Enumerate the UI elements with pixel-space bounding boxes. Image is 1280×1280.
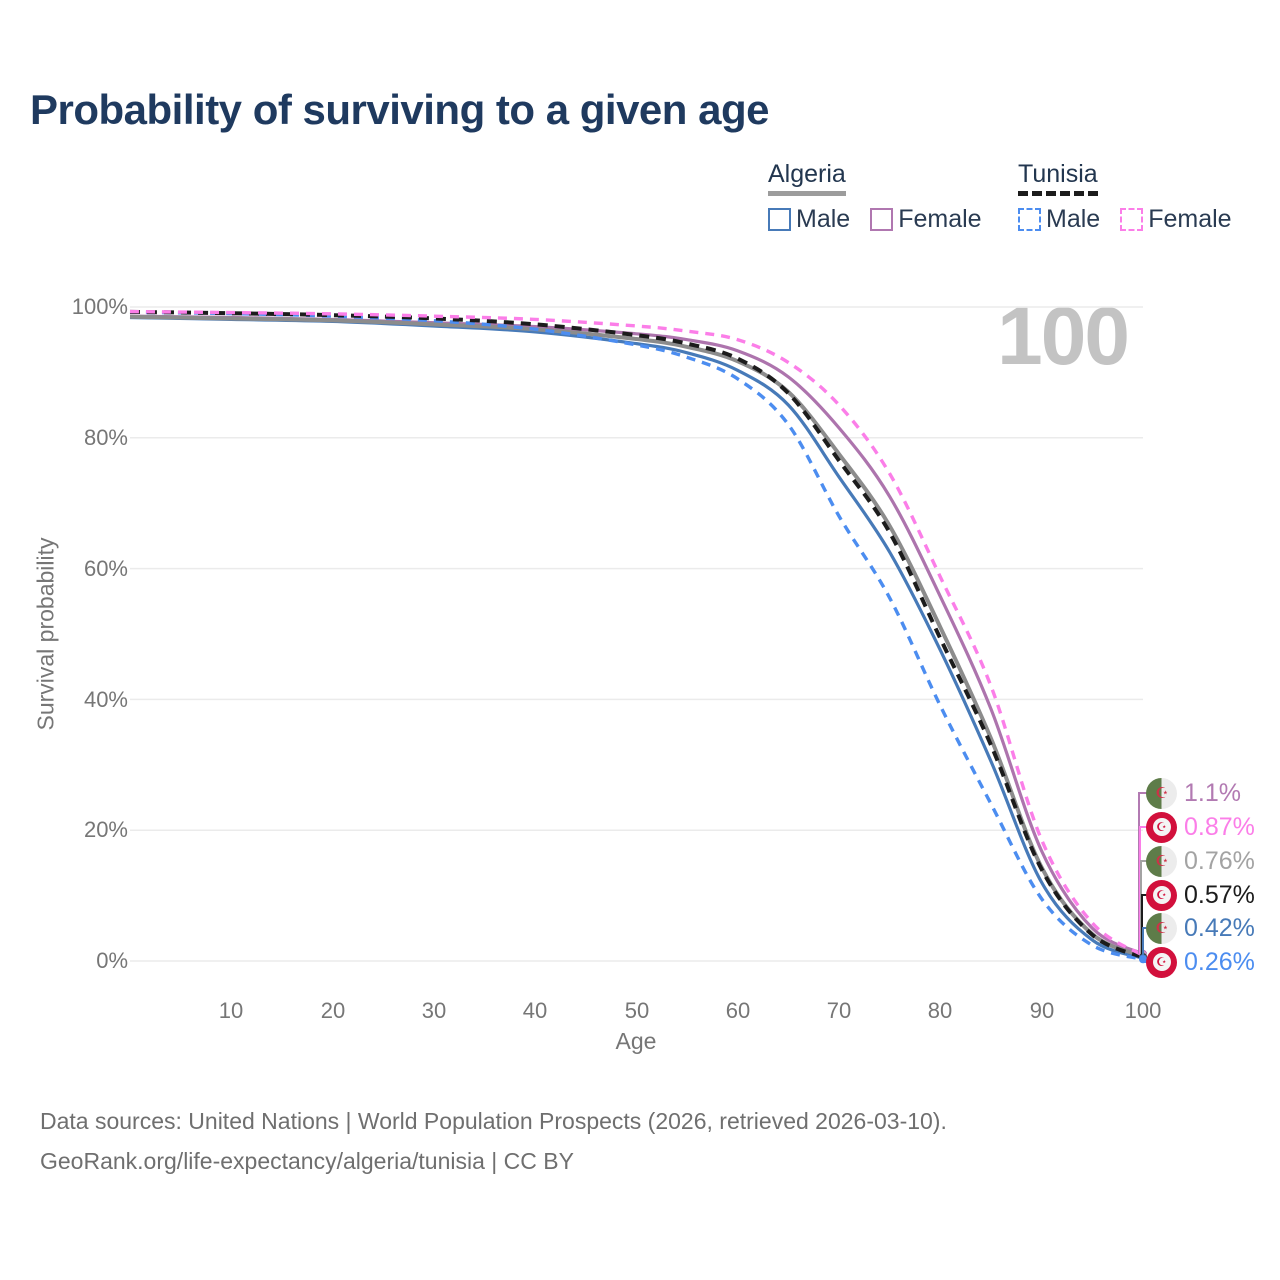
legend-header-algeria[interactable]: Algeria xyxy=(768,160,846,196)
legend-item-tunisia-male[interactable]: Male xyxy=(1018,205,1100,234)
legend-item-algeria-male[interactable]: Male xyxy=(768,205,850,234)
tunisia-flag-icon: ☪ xyxy=(1146,879,1177,911)
end-label-row-algeria-female: ☪ 1.1% xyxy=(1146,777,1241,809)
series-line-algeria-both-sexes[interactable] xyxy=(129,314,1144,958)
hovered-age-watermark: 100 xyxy=(997,291,1130,382)
x-tick-100: 100 xyxy=(1124,998,1162,1023)
end-label-value: 0.87% xyxy=(1184,813,1255,841)
y-tick-0: 0% xyxy=(96,948,128,973)
end-label-value: 1.1% xyxy=(1184,779,1241,807)
end-label-row-tunisia-female: ☪ 0.87% xyxy=(1146,811,1255,843)
legend-header-tunisia[interactable]: Tunisia xyxy=(1018,160,1098,196)
end-label-connector-algeria-4 xyxy=(1142,927,1147,959)
crescent-star-icon: ☪ xyxy=(1155,784,1169,802)
end-label-row-tunisia-male: ☪ 0.26% xyxy=(1146,946,1255,978)
crescent-star-icon: ☪ xyxy=(1155,852,1169,870)
page-title: Probability of surviving to a given age xyxy=(30,86,769,133)
end-label-row-tunisia-both: ☪ 0.57% xyxy=(1146,879,1255,911)
crescent-star-icon: ☪ xyxy=(1155,919,1169,937)
legend-item-label: Female xyxy=(898,204,982,233)
end-label-value: 0.57% xyxy=(1184,881,1255,909)
series-line-tunisia-both-sexes[interactable] xyxy=(129,309,1144,960)
y-tick-40: 40% xyxy=(83,687,128,712)
algeria-male-swatch-icon xyxy=(768,207,791,231)
y-tick-80: 80% xyxy=(83,425,128,450)
x-tick-90: 90 xyxy=(1029,998,1055,1023)
data-sources-note: Data sources: United Nations | World Pop… xyxy=(40,1108,947,1134)
series-line-tunisia-male[interactable] xyxy=(129,310,1144,961)
series-line-algeria-female[interactable] xyxy=(129,314,1144,956)
crescent-star-icon: ☪ xyxy=(1156,888,1167,902)
x-tick-10: 10 xyxy=(218,998,244,1023)
crescent-star-icon: ☪ xyxy=(1156,955,1167,969)
series-line-algeria-male[interactable] xyxy=(129,315,1144,960)
end-label-row-algeria-male: ☪ 0.42% xyxy=(1146,912,1255,944)
x-axis-title: Age xyxy=(615,1028,657,1054)
y-tick-60: 60% xyxy=(83,556,128,581)
legend-item-algeria-female[interactable]: Female xyxy=(870,204,982,234)
y-tick-100: 100% xyxy=(71,294,128,319)
tunisia-flag-icon: ☪ xyxy=(1146,946,1177,978)
x-tick-20: 20 xyxy=(320,998,346,1023)
x-tick-30: 30 xyxy=(421,998,447,1023)
algeria-female-swatch-icon xyxy=(870,207,894,231)
crescent-star-icon: ☪ xyxy=(1156,820,1167,834)
legend-item-label: Male xyxy=(1046,204,1101,233)
end-label-value: 0.42% xyxy=(1184,914,1255,942)
legend-item-tunisia-female[interactable]: Female xyxy=(1120,204,1232,234)
tunisia-female-swatch-icon xyxy=(1120,207,1144,231)
x-tick-40: 40 xyxy=(522,998,548,1023)
legend-item-label: Female xyxy=(1148,204,1232,233)
series-line-tunisia-female[interactable] xyxy=(129,309,1144,957)
algeria-flag-icon: ☪ xyxy=(1146,912,1177,944)
end-label-value: 0.76% xyxy=(1184,847,1255,875)
algeria-flag-icon: ☪ xyxy=(1146,845,1177,877)
legend-item-label: Male xyxy=(796,204,851,233)
y-tick-20: 20% xyxy=(83,817,128,842)
x-tick-70: 70 xyxy=(826,998,852,1023)
end-label-value: 0.26% xyxy=(1184,948,1255,976)
x-tick-80: 80 xyxy=(927,998,953,1023)
tunisia-male-swatch-icon xyxy=(1018,207,1041,231)
algeria-flag-icon: ☪ xyxy=(1146,777,1177,809)
series-endpoint-dot-5 xyxy=(1139,955,1147,964)
legend-group-algeria: Algeria Male Female xyxy=(768,160,982,234)
x-tick-50: 50 xyxy=(624,998,650,1023)
tunisia-flag-icon: ☪ xyxy=(1146,811,1177,843)
x-tick-60: 60 xyxy=(725,998,751,1023)
legend-group-tunisia: Tunisia Male Female xyxy=(1018,160,1232,234)
attribution-note: GeoRank.org/life-expectancy/algeria/tuni… xyxy=(40,1148,574,1174)
end-label-row-algeria-both: ☪ 0.76% xyxy=(1146,845,1255,877)
